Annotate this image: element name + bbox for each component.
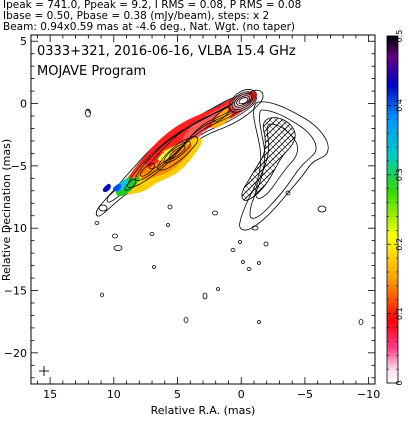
colorbar-tick-label: 0: [395, 380, 404, 385]
y-tick-label: 5: [20, 35, 27, 48]
header-base-line: Ibase = 0.50, Pbase = 0.38 (mJy/beam), s…: [3, 10, 270, 22]
x-axis: 15 10 5 0 −5 −10: [36, 35, 380, 401]
x-tick-label: 0: [238, 388, 245, 401]
plot-frame: [30, 34, 376, 385]
x-axis-label: Relative R.A. (mas): [151, 404, 256, 417]
inner-contours: [124, 92, 254, 191]
beam-cross: [39, 366, 49, 376]
x-tick-label: 15: [43, 388, 57, 401]
colorbar-tick-label: 0.5: [395, 30, 404, 43]
hatched-region: [241, 117, 296, 201]
header-peak-line: Ipeak = 741.0, Ppeak = 9.2, I RMS = 0.08…: [3, 0, 302, 11]
y-tick-label: −20: [4, 347, 27, 360]
colorbar: [386, 35, 399, 384]
y-axis-label: Relative Decination (mas): [0, 139, 13, 281]
core-contours: [228, 89, 257, 114]
colorbar-tick-label: 0.4: [395, 99, 404, 112]
header-beam-line: Beam: 0.94x0.59 mas at -4.6 deg., Nat. W…: [3, 21, 296, 33]
y-tick-label: −15: [4, 285, 27, 298]
y-tick-label: 0: [20, 98, 27, 111]
colorbar-tick-label: 0.1: [395, 307, 404, 320]
colorbar-tick-label: 0.3: [395, 168, 404, 181]
plot-subtitle: MOJAVE Program: [37, 64, 146, 79]
y-axis: 5 0 −5 −10 −15 −20: [4, 35, 375, 379]
x-tick-label: 5: [174, 388, 181, 401]
colorbar-tick-label: 0.2: [395, 238, 404, 251]
y-tick-label: −5: [11, 160, 27, 173]
y-tick-label: −10: [4, 222, 27, 235]
colorbar-axis: 0 0.1 0.2 0.3 0.4 0.5: [387, 30, 404, 386]
contour-layer: [39, 89, 364, 376]
plot-title: 0333+321, 2016-06-16, VLBA 15.4 GHz: [37, 44, 296, 59]
x-tick-label: −10: [357, 388, 380, 401]
x-tick-label: 10: [107, 388, 121, 401]
x-tick-label: −5: [297, 388, 313, 401]
isolated-blobs: [85, 108, 364, 325]
